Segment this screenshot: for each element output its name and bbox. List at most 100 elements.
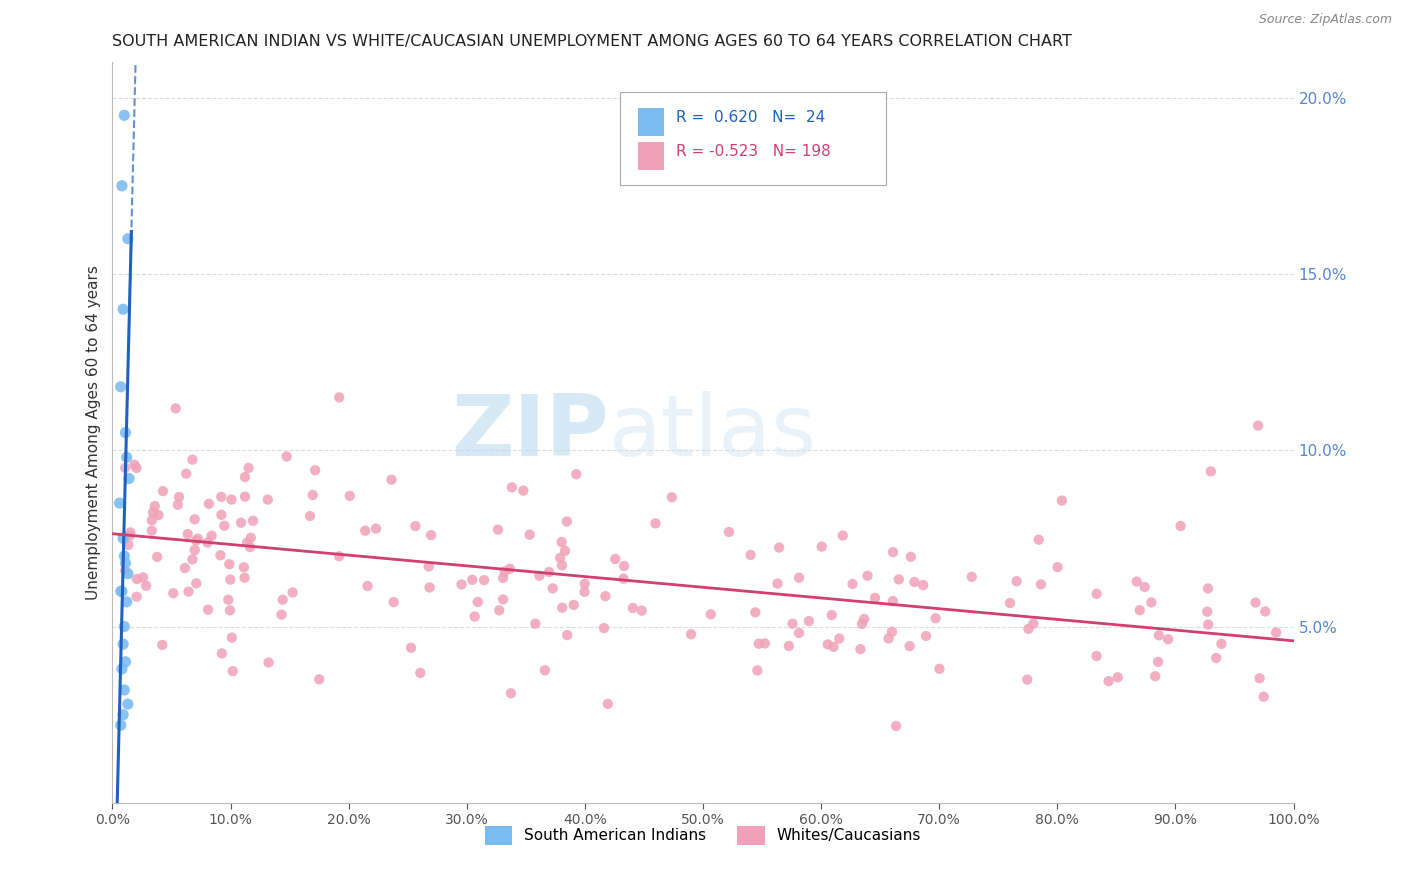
Point <box>1147 628 1170 642</box>
Point <box>181 452 204 467</box>
Point <box>882 594 904 608</box>
Point <box>595 589 617 603</box>
Point <box>548 550 571 565</box>
Point <box>817 637 839 651</box>
FancyBboxPatch shape <box>638 142 664 169</box>
Point <box>135 579 157 593</box>
Point <box>884 719 907 733</box>
Text: ZIP: ZIP <box>451 391 609 475</box>
Point <box>146 549 169 564</box>
Point <box>1199 464 1222 478</box>
Point <box>380 473 402 487</box>
Point <box>281 585 304 599</box>
Point <box>1097 674 1119 689</box>
Text: R =  0.620   N=  24: R = 0.620 N= 24 <box>676 111 825 126</box>
Point <box>778 639 800 653</box>
Point <box>404 519 426 533</box>
Point <box>900 549 922 564</box>
Point <box>782 616 804 631</box>
Point <box>821 608 844 623</box>
Point <box>621 601 644 615</box>
Point <box>740 548 762 562</box>
FancyBboxPatch shape <box>620 92 886 185</box>
Point <box>238 461 260 475</box>
Point <box>555 515 578 529</box>
Point <box>211 647 233 661</box>
Point <box>551 558 574 573</box>
Point <box>1249 671 1271 685</box>
Point <box>1197 582 1219 596</box>
Point <box>1265 625 1288 640</box>
Point <box>176 527 198 541</box>
Point <box>221 492 243 507</box>
Point <box>328 390 350 404</box>
Point <box>112 532 135 546</box>
Point <box>541 582 564 596</box>
Point <box>1197 605 1219 619</box>
Point <box>1017 622 1039 636</box>
Point <box>328 549 350 564</box>
Point <box>1085 587 1108 601</box>
Point <box>229 516 252 530</box>
FancyBboxPatch shape <box>638 108 664 136</box>
Point <box>112 683 135 698</box>
Point <box>209 549 232 563</box>
Point <box>114 425 136 440</box>
Point <box>555 628 578 642</box>
Point <box>529 568 551 582</box>
Point <box>1140 595 1163 609</box>
Point <box>117 566 139 581</box>
Point <box>112 302 135 317</box>
Point <box>209 508 232 522</box>
Point <box>1017 673 1039 687</box>
Point <box>236 535 259 549</box>
Point <box>112 108 135 122</box>
Point <box>849 642 872 657</box>
Point <box>537 565 560 579</box>
Text: R = -0.523   N= 198: R = -0.523 N= 198 <box>676 144 831 159</box>
Point <box>534 663 557 677</box>
Point <box>1133 580 1156 594</box>
Point <box>110 718 132 732</box>
Point <box>141 513 163 527</box>
Point <box>797 614 820 628</box>
Point <box>270 607 292 622</box>
Point <box>787 571 810 585</box>
Point <box>114 556 136 570</box>
Point <box>1157 632 1180 647</box>
Point <box>661 490 683 504</box>
Point <box>201 529 224 543</box>
Point <box>512 483 534 498</box>
Point <box>565 467 588 482</box>
Point <box>1247 418 1270 433</box>
Point <box>110 584 132 599</box>
Point <box>132 570 155 584</box>
Point <box>593 621 616 635</box>
Point <box>1197 617 1219 632</box>
Point <box>880 624 903 639</box>
Point <box>554 544 576 558</box>
Point <box>120 525 142 540</box>
Point <box>574 584 596 599</box>
Point <box>143 499 166 513</box>
Point <box>354 524 377 538</box>
Point <box>1147 655 1170 669</box>
Point <box>787 626 810 640</box>
Point <box>125 572 148 586</box>
Point <box>492 592 515 607</box>
Point <box>242 514 264 528</box>
Point <box>148 508 170 522</box>
Point <box>198 497 221 511</box>
Legend: South American Indians, Whites/Caucasians: South American Indians, Whites/Caucasian… <box>478 820 928 851</box>
Point <box>115 450 138 465</box>
Point <box>418 559 440 574</box>
Point <box>499 686 522 700</box>
Point <box>276 450 298 464</box>
Point <box>810 540 832 554</box>
Point <box>574 576 596 591</box>
Point <box>960 570 983 584</box>
Point <box>256 492 278 507</box>
Point <box>488 603 510 617</box>
Point <box>112 707 135 722</box>
Point <box>111 178 134 193</box>
